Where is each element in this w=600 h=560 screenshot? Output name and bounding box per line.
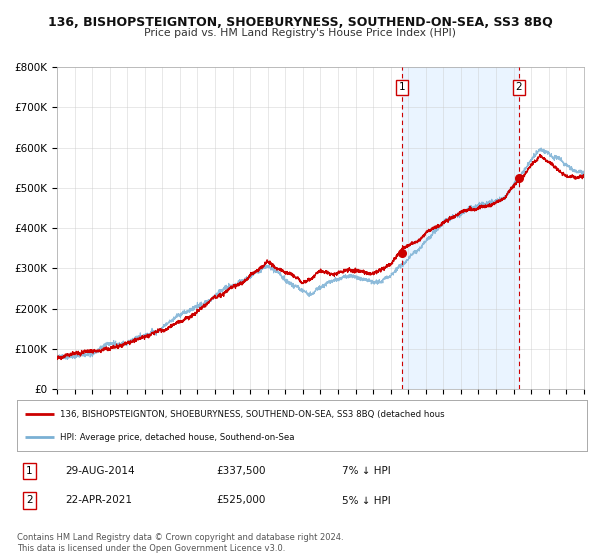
Text: HPI: Average price, detached house, Southend-on-Sea: HPI: Average price, detached house, Sout… xyxy=(59,433,294,442)
Text: 136, BISHOPSTEIGNTON, SHOEBURYNESS, SOUTHEND-ON-SEA, SS3 8BQ: 136, BISHOPSTEIGNTON, SHOEBURYNESS, SOUT… xyxy=(47,16,553,29)
Text: £337,500: £337,500 xyxy=(217,466,266,476)
Text: £525,000: £525,000 xyxy=(217,496,266,506)
Text: 22-APR-2021: 22-APR-2021 xyxy=(65,496,132,506)
Text: Price paid vs. HM Land Registry's House Price Index (HPI): Price paid vs. HM Land Registry's House … xyxy=(144,28,456,38)
Text: Contains HM Land Registry data © Crown copyright and database right 2024.: Contains HM Land Registry data © Crown c… xyxy=(17,533,343,542)
Text: 5% ↓ HPI: 5% ↓ HPI xyxy=(342,496,391,506)
Text: 136, BISHOPSTEIGNTON, SHOEBURYNESS, SOUTHEND-ON-SEA, SS3 8BQ (detached hous: 136, BISHOPSTEIGNTON, SHOEBURYNESS, SOUT… xyxy=(59,409,444,418)
Bar xyxy=(402,67,519,389)
Text: 1: 1 xyxy=(26,466,32,476)
Text: 2: 2 xyxy=(26,496,32,506)
Text: 1: 1 xyxy=(399,82,406,92)
Text: 29-AUG-2014: 29-AUG-2014 xyxy=(65,466,135,476)
Text: 7% ↓ HPI: 7% ↓ HPI xyxy=(342,466,391,476)
Text: This data is licensed under the Open Government Licence v3.0.: This data is licensed under the Open Gov… xyxy=(17,544,285,553)
Text: 2: 2 xyxy=(515,82,523,92)
